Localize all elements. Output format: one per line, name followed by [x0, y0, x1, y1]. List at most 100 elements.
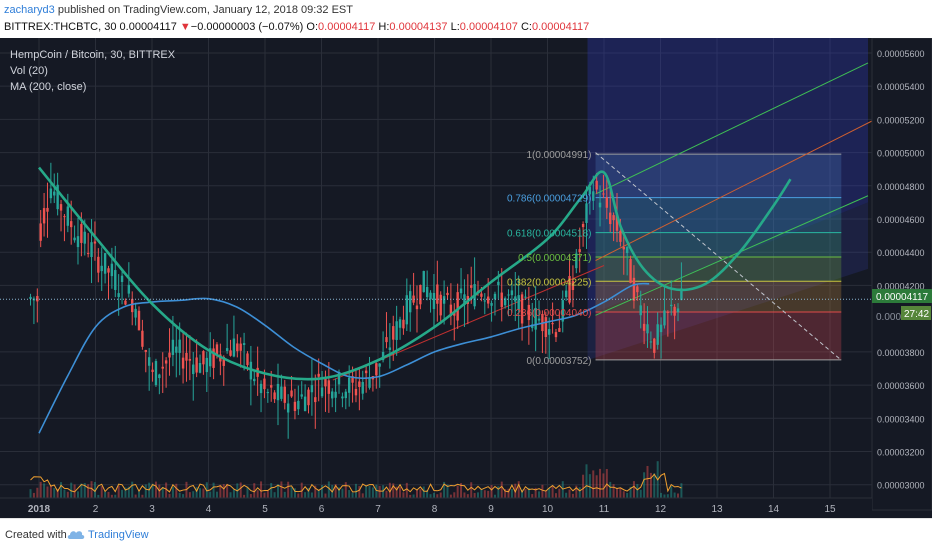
volume-bar [463, 492, 466, 498]
volume-bar [56, 488, 59, 498]
open-value: 0.00004117 [318, 21, 376, 33]
candle-body [676, 308, 680, 313]
volume-bar [619, 487, 622, 498]
volume-bar [226, 483, 229, 498]
candle-body [212, 348, 215, 368]
candle-body [202, 351, 205, 365]
volume-bar [409, 494, 412, 498]
candle-body [388, 347, 392, 350]
candle-body [486, 296, 490, 304]
volume-bar [43, 483, 46, 498]
candle-body [636, 286, 639, 293]
candle-body [320, 387, 324, 397]
volume-bar [260, 481, 263, 498]
candle-body [310, 385, 314, 393]
volume-bar [348, 490, 351, 498]
volume-bar [110, 494, 113, 498]
volume-bar [307, 488, 310, 498]
candle-body [629, 259, 632, 283]
candle-body [395, 321, 398, 340]
volume-bar [310, 492, 313, 498]
candle-body [175, 346, 178, 353]
candle-body [307, 389, 310, 406]
candle-body [568, 276, 571, 303]
volume-bar [87, 484, 90, 498]
volume-bar [497, 486, 500, 498]
x-tick-label: 8 [432, 504, 438, 515]
y-tick-label: 0.00003200 [877, 448, 925, 458]
volume-bar [141, 494, 144, 498]
volume-bar [266, 490, 269, 498]
volume-bar [222, 484, 225, 498]
volume-bar [470, 482, 473, 498]
volume-bar [510, 488, 513, 498]
candle-body [503, 298, 507, 306]
candle-body [558, 328, 561, 332]
candle-body [327, 380, 331, 394]
candle-body [161, 366, 164, 369]
candle-body [66, 206, 70, 226]
candle-body [578, 249, 581, 253]
candle-body [653, 338, 656, 353]
fib-band [595, 312, 842, 360]
volume-bar [615, 488, 618, 498]
candle-body [314, 397, 317, 403]
volume-bar [131, 481, 134, 498]
y-axis[interactable]: 0.00005600 0.00005400 0.00005200 0.00005000… [871, 38, 932, 511]
volume-bar [371, 487, 374, 498]
volume-bar [161, 486, 164, 498]
candle-body [419, 284, 422, 305]
volume-bar [412, 494, 415, 498]
candle-body [103, 253, 107, 274]
fib-level-label: 0.236(0.00004040) [507, 308, 592, 319]
low-value: 0.00004107 [459, 21, 518, 33]
candle-body [83, 231, 86, 244]
candle-body [141, 330, 144, 347]
volume-bar [270, 483, 273, 498]
tradingview-brand-link[interactable]: TradingView [88, 529, 149, 541]
volume-bar [168, 493, 171, 498]
volume-bar [500, 481, 503, 498]
close-label: C: [520, 21, 532, 33]
price-chart[interactable]: 1(0.00004991) 0.786(0.00004729) 0.618(0.00… [0, 38, 932, 518]
y-tick-label: 0.00004800 [877, 182, 925, 192]
candle-body [422, 271, 425, 293]
candle-body [361, 382, 364, 394]
candle-body [46, 207, 49, 212]
candle-body [520, 294, 524, 324]
candle-body [80, 224, 83, 243]
volume-bar [622, 491, 625, 498]
candle-body [463, 294, 466, 306]
volume-bar [588, 474, 591, 498]
volume-bar [426, 490, 429, 498]
volume-bar [287, 481, 290, 498]
candle-body [246, 353, 249, 366]
author-link[interactable]: zacharyd3 [4, 4, 55, 16]
volume-bar [524, 489, 527, 498]
candle-body [449, 304, 453, 316]
volume-bar [507, 488, 510, 498]
candle-body [612, 215, 615, 221]
x-axis[interactable]: 2018 2 3 4 5 6 7 8 9 10 11 12 13 14 15 [0, 497, 872, 518]
candle-body [192, 364, 195, 375]
candle-body [602, 193, 605, 195]
volume-bar [521, 489, 524, 498]
volume-bar [599, 468, 602, 498]
volume-bar [402, 492, 405, 498]
volume-bar [93, 482, 96, 498]
candle-body [317, 373, 320, 377]
volume-bar [209, 491, 212, 498]
volume-bar [582, 474, 585, 498]
volume-bar [361, 493, 364, 498]
volume-bar [199, 488, 202, 498]
candle-body [554, 332, 558, 338]
volume-bar [639, 489, 642, 498]
change-down-icon: ▼ [179, 21, 191, 33]
fib-labels: 1(0.00004991) 0.786(0.00004729) 0.618(0.00… [507, 150, 592, 367]
header-bar: zacharyd3 published on TradingView.com, … [0, 0, 932, 38]
x-tick-label: 10 [542, 504, 554, 515]
candle-body [517, 295, 520, 310]
volume-bar [354, 483, 357, 498]
candle-body [263, 378, 266, 390]
volume-bar [144, 484, 147, 498]
